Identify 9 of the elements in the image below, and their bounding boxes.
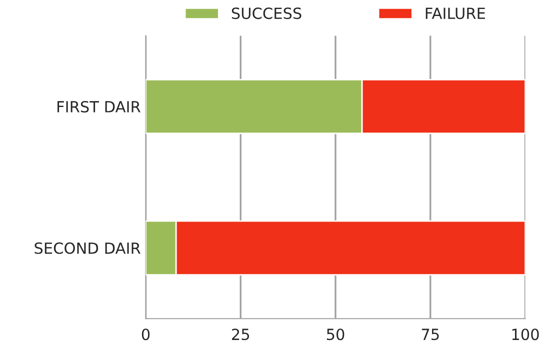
- x-tick-label: 25: [232, 328, 250, 340]
- y-tick-label: FIRST DAIR: [58, 100, 140, 113]
- x-tick-label: 50: [326, 328, 344, 340]
- x-tick-label: 75: [422, 328, 439, 340]
- x-tick-label: 0: [142, 328, 150, 340]
- y-tick-label: SECOND DAIR: [34, 242, 140, 254]
- legend-label: SUCCESS: [232, 8, 302, 20]
- x-tick-label: 100: [512, 328, 539, 340]
- legend-label: FAILURE: [426, 8, 485, 20]
